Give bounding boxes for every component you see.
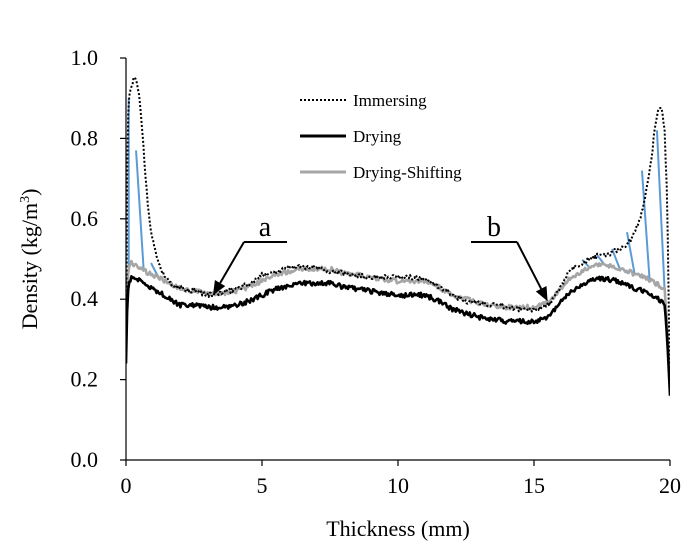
y-tick-label: 1.0 bbox=[71, 45, 99, 70]
x-tick-label: 15 bbox=[523, 473, 545, 498]
y-ticks: 0.0 0.2 0.4 0.6 0.8 1.0 bbox=[71, 45, 126, 472]
annotation-a-arrowhead bbox=[213, 280, 226, 296]
legend: Immersing Drying Drying-Shifting bbox=[300, 91, 462, 182]
legend-label-drying-shifting: Drying-Shifting bbox=[353, 163, 462, 182]
x-axis-title: Thickness (mm) bbox=[326, 516, 470, 541]
y-tick-label: 0.4 bbox=[71, 286, 99, 311]
legend-label-drying: Drying bbox=[353, 127, 402, 146]
annotation-b-arrowhead bbox=[535, 286, 548, 302]
legend-label-immersing: Immersing bbox=[353, 91, 427, 110]
hatch-line bbox=[626, 232, 636, 275]
y-tick-label: 0.8 bbox=[71, 125, 99, 150]
legend-item-drying-shifting: Drying-Shifting bbox=[300, 163, 462, 182]
hatch-line bbox=[135, 150, 145, 271]
hatch-line bbox=[655, 130, 666, 290]
x-tick-label: 5 bbox=[257, 473, 268, 498]
y-axis-title: Density (kg/m3) bbox=[17, 189, 42, 330]
legend-item-immersing: Immersing bbox=[300, 91, 427, 110]
series-line-drying bbox=[126, 274, 670, 396]
x-tick-label: 0 bbox=[121, 473, 132, 498]
y-axis-title-close: ) bbox=[17, 189, 42, 196]
annotation-a-label: a bbox=[259, 212, 272, 243]
y-tick-label: 0.6 bbox=[71, 206, 99, 231]
y-tick-label: 0.2 bbox=[71, 367, 99, 392]
hatch-line bbox=[611, 248, 621, 269]
y-axis-title-sup: 3 bbox=[18, 196, 33, 203]
series-line-drying-shifting bbox=[126, 259, 670, 380]
x-tick-label: 20 bbox=[659, 473, 681, 498]
series-line-immersing bbox=[126, 76, 670, 388]
series-layer bbox=[126, 76, 670, 396]
annotation-a-arrow bbox=[219, 241, 245, 284]
annotation-b: b bbox=[471, 212, 548, 302]
annotation-b-arrow bbox=[516, 241, 543, 290]
annotation-a: a bbox=[213, 212, 287, 296]
y-tick-label: 0.0 bbox=[71, 447, 99, 472]
x-ticks: 0 5 10 15 20 bbox=[121, 460, 681, 498]
y-axis-title-main: Density (kg/m bbox=[17, 203, 42, 330]
hatch-region-layer bbox=[127, 98, 666, 290]
hatch-line bbox=[640, 170, 651, 280]
x-tick-label: 10 bbox=[387, 473, 409, 498]
annotation-b-label: b bbox=[487, 212, 501, 243]
legend-item-drying: Drying bbox=[300, 127, 402, 146]
